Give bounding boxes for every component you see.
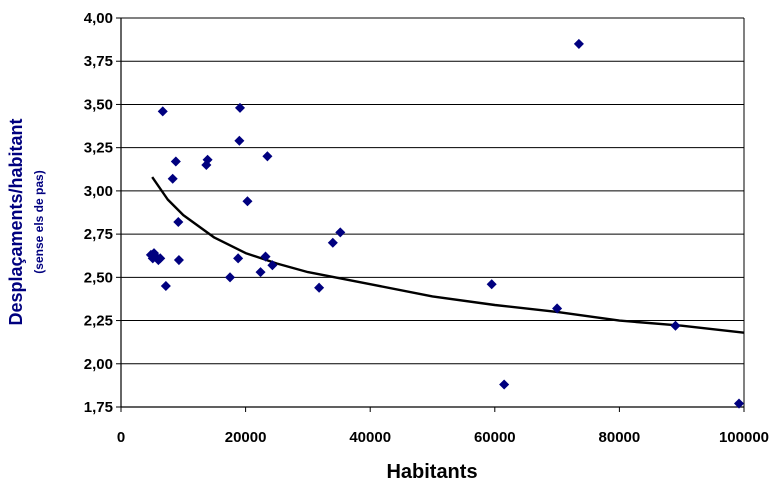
y-tick-label: 2,25 bbox=[84, 313, 113, 330]
y-axis-title: Desplaçaments/habitant bbox=[6, 118, 26, 325]
data-point bbox=[242, 196, 253, 207]
data-point bbox=[170, 156, 181, 167]
y-tick-label: 2,75 bbox=[84, 226, 113, 243]
y-tick-labels: 1,75 2,00 2,25 2,50 2,75 3,00 3,25 3,50 3,75 4,00 bbox=[84, 10, 113, 416]
data-point bbox=[260, 251, 271, 262]
data-point bbox=[173, 216, 184, 228]
trendline bbox=[151, 176, 745, 334]
y-tick-label: 1,75 bbox=[84, 399, 113, 416]
y-tick-label: 2,00 bbox=[84, 356, 113, 373]
data-point bbox=[233, 253, 244, 264]
data-point bbox=[167, 173, 178, 184]
y-tick-label: 3,75 bbox=[84, 53, 113, 70]
data-point bbox=[670, 320, 681, 331]
y-tick-label: 2,50 bbox=[84, 269, 113, 286]
data-point bbox=[225, 272, 236, 283]
data-point bbox=[157, 106, 168, 117]
y-axis-subtitle: (sense els de pas) bbox=[32, 170, 46, 273]
x-tick-label: 100000 bbox=[719, 429, 769, 446]
data-point bbox=[234, 135, 245, 146]
data-point bbox=[335, 227, 346, 238]
x-tick-label: 80000 bbox=[599, 429, 641, 446]
x-axis-title: Habitants bbox=[386, 461, 477, 483]
y-tick-label: 4,00 bbox=[84, 10, 113, 27]
axes bbox=[116, 17, 745, 412]
x-tick-labels: 0 20000 40000 60000 80000 100000 bbox=[117, 429, 769, 446]
grid bbox=[121, 17, 744, 408]
x-tick-label: 0 bbox=[117, 429, 125, 446]
x-tick-label: 40000 bbox=[349, 429, 391, 446]
data-point bbox=[234, 102, 246, 113]
data-point bbox=[267, 260, 278, 271]
data-point bbox=[255, 267, 266, 278]
y-tick-label: 3,00 bbox=[84, 183, 113, 200]
data-point bbox=[262, 151, 273, 162]
data-point bbox=[173, 255, 184, 266]
x-tick-label: 20000 bbox=[225, 429, 267, 446]
data-point bbox=[733, 398, 745, 409]
data-point bbox=[573, 38, 584, 49]
data-point bbox=[160, 280, 171, 292]
data-point bbox=[314, 282, 325, 293]
y-tick-label: 3,50 bbox=[84, 96, 113, 113]
data-point bbox=[202, 154, 213, 165]
data-point bbox=[552, 303, 563, 314]
data-point bbox=[155, 253, 166, 264]
x-tick-label: 60000 bbox=[474, 429, 516, 446]
data-point bbox=[486, 279, 497, 290]
data-point bbox=[327, 237, 338, 248]
data-point bbox=[499, 379, 510, 390]
y-tick-label: 3,25 bbox=[84, 140, 113, 157]
trendline-group bbox=[151, 176, 745, 334]
data-points bbox=[145, 38, 745, 409]
